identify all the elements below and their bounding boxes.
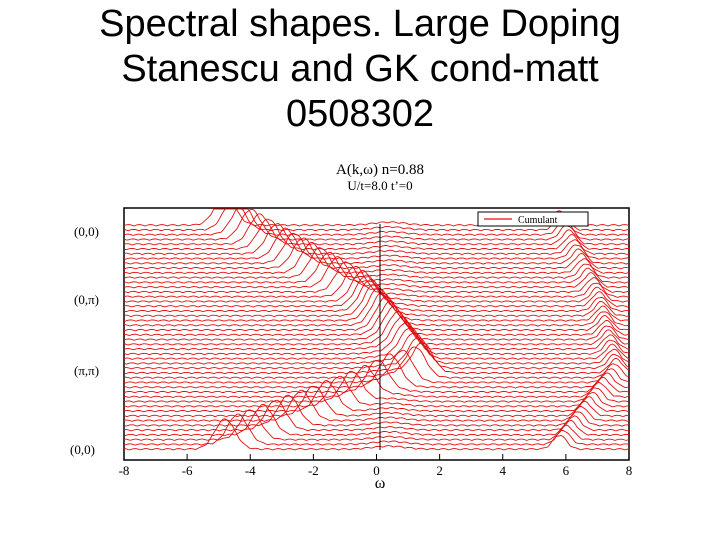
spectral-curve bbox=[123, 213, 630, 246]
spectral-curve bbox=[123, 346, 630, 379]
spectral-curve bbox=[123, 208, 629, 241]
spectral-curve bbox=[123, 223, 630, 256]
x-tick-label: -6 bbox=[182, 463, 193, 478]
x-tick-label: 2 bbox=[436, 463, 443, 478]
k-label-0-pi: (0,π) bbox=[74, 292, 99, 307]
spectral-curve bbox=[123, 218, 630, 251]
spectral-curve bbox=[123, 241, 630, 275]
spectral-curve bbox=[123, 256, 630, 289]
legend-label: Cumulant bbox=[518, 215, 558, 226]
spectral-curve bbox=[123, 288, 630, 322]
slide-title: Spectral shapes. Large Doping Stanescu a… bbox=[40, 2, 680, 137]
x-tick-label: -8 bbox=[119, 463, 130, 478]
slide-title-line-3: 0508302 bbox=[286, 93, 434, 135]
slide-title-line-2: Stanescu and GK cond-matt bbox=[121, 48, 599, 90]
spectral-curve bbox=[123, 251, 630, 284]
spectral-curve bbox=[123, 337, 630, 370]
spectral-curve bbox=[123, 364, 630, 399]
x-tick-label: -4 bbox=[245, 463, 256, 478]
spectral-curve bbox=[123, 247, 630, 279]
spectral-curve bbox=[123, 269, 629, 303]
spectral-waterfall-chart: A(k,ω) n=0.88 U/t=8.0 t’=0 Cumulant -8 -6… bbox=[70, 162, 633, 490]
x-axis-label: ω bbox=[375, 475, 386, 490]
spectral-curve bbox=[123, 232, 630, 265]
x-tick-label: 4 bbox=[500, 463, 507, 478]
spectral-curve bbox=[123, 380, 630, 413]
spectral-curve bbox=[123, 274, 630, 308]
legend-box bbox=[477, 211, 589, 227]
spectral-curve bbox=[123, 353, 630, 389]
k-label-pi-pi: (π,π) bbox=[74, 363, 99, 378]
spectral-curve bbox=[123, 394, 630, 427]
spectral-curve bbox=[123, 399, 630, 432]
spectral-curve bbox=[123, 283, 630, 318]
spectral-curve bbox=[124, 409, 630, 441]
legend: Cumulant bbox=[477, 211, 589, 227]
spectral-curve bbox=[123, 359, 630, 394]
spectral-curve bbox=[123, 418, 630, 451]
spectral-curve bbox=[123, 237, 630, 270]
spectral-curve bbox=[123, 389, 630, 422]
spectral-curve bbox=[123, 413, 630, 446]
spectral-curve bbox=[123, 265, 630, 298]
x-tick-label: 8 bbox=[626, 463, 633, 478]
x-tick-label: 6 bbox=[563, 463, 570, 478]
spectral-curve bbox=[123, 385, 629, 418]
x-tick-label: 0 bbox=[373, 463, 380, 478]
x-tick-label: -2 bbox=[308, 463, 319, 478]
spectral-curve bbox=[123, 342, 630, 375]
spectral-curve bbox=[123, 375, 630, 408]
spectral-curve bbox=[124, 292, 630, 327]
x-axis-ticks: -8 -6 -4 -2 0 2 4 6 8 bbox=[119, 454, 633, 478]
spectral-curve bbox=[123, 208, 630, 236]
spectral-curve bbox=[123, 227, 630, 260]
spectral-curve bbox=[123, 316, 630, 351]
spectral-curve bbox=[123, 305, 630, 341]
spectral-curve bbox=[123, 208, 630, 232]
spectral-curve bbox=[123, 403, 630, 437]
spectral-curve bbox=[123, 310, 630, 346]
spectral-curve bbox=[123, 301, 630, 337]
figure-subtitle: U/t=8.0 t’=0 bbox=[347, 178, 412, 193]
slide-title-line-1: Spectral shapes. Large Doping bbox=[99, 3, 621, 45]
spectral-curve bbox=[123, 321, 630, 356]
k-label-end: (0,0) bbox=[70, 442, 95, 457]
spectral-curve bbox=[123, 326, 630, 360]
figure-title: A(k,ω) n=0.88 bbox=[336, 162, 424, 178]
k-label-start: (0,0) bbox=[74, 224, 99, 239]
spectral-curve bbox=[123, 296, 630, 332]
spectral-curve bbox=[123, 370, 630, 403]
